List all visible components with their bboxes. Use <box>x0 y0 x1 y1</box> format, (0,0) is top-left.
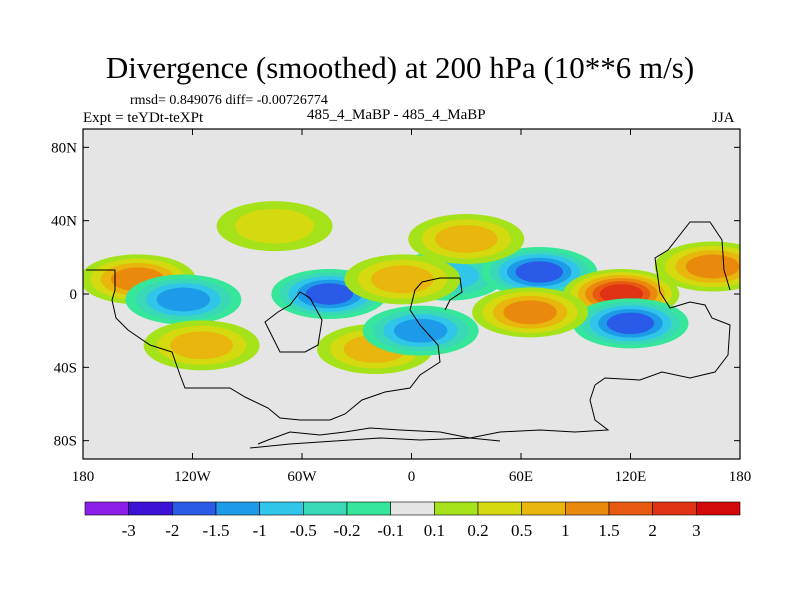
colorbar-swatch <box>652 501 697 516</box>
colorbar-label: 0.2 <box>467 521 488 540</box>
colorbar-label: -0.1 <box>377 521 404 540</box>
colorbar-swatch <box>608 501 653 516</box>
y-tick-label: 40S <box>54 360 77 376</box>
colorbar-swatch <box>172 501 217 516</box>
colorbar-swatch <box>434 501 479 516</box>
colorbar-label: 0.5 <box>511 521 532 540</box>
contour-level <box>235 208 315 244</box>
colorbar-swatch <box>215 501 260 516</box>
anomaly-cell <box>654 241 740 292</box>
colorbar-label: -1 <box>253 521 267 540</box>
chart-title: Divergence (smoothed) at 200 hPa (10**6 … <box>105 50 695 85</box>
contour-level <box>371 265 434 294</box>
contour-level <box>515 261 563 283</box>
axes: 180 120W 60W 0 60E 120E 180 80N 40N 0 40S 80S <box>51 129 751 485</box>
y-tick-label: 40N <box>51 214 77 230</box>
case-label: 485_4_MaBP - 485_4_MaBP <box>307 107 486 123</box>
colorbar-swatch <box>565 501 610 516</box>
x-tick-label: 60E <box>509 469 533 485</box>
coastline-outline <box>86 269 463 421</box>
contour-field <box>83 201 740 374</box>
anomaly-cell <box>216 201 333 252</box>
anomaly-cell <box>362 305 479 356</box>
anomaly-cell <box>408 214 525 264</box>
x-tick-label: 180 <box>729 469 752 485</box>
x-tick-label: 120W <box>174 469 212 485</box>
contour-level <box>393 318 448 343</box>
colorbar-label: -0.5 <box>290 521 317 540</box>
colorbar-swatch <box>303 501 348 516</box>
contour-level <box>606 312 655 335</box>
contour-level <box>434 225 498 253</box>
colorbar-swatch <box>259 501 304 516</box>
colorbar-swatch <box>346 501 391 516</box>
colorbar-swatch <box>696 501 741 516</box>
colorbar-label: -0.2 <box>334 521 361 540</box>
colorbar-swatch <box>521 501 566 516</box>
y-tick-label: 80N <box>51 140 77 156</box>
colorbar-swatch <box>390 501 435 516</box>
x-tick-label: 180 <box>72 469 95 485</box>
x-tick-label: 0 <box>408 469 416 485</box>
colorbar-label: -3 <box>122 521 136 540</box>
anomaly-cell <box>572 298 689 349</box>
coastline-outline <box>249 437 501 449</box>
anomaly-cell <box>143 320 260 371</box>
colorbar-label: 2 <box>648 521 657 540</box>
stats-text: rmsd= 0.849076 diff= -0.00726774 <box>130 93 328 108</box>
colorbar-swatch <box>477 501 522 516</box>
season-label: JJA <box>712 110 735 126</box>
contour-level <box>156 287 211 312</box>
colorbar-swatch <box>128 501 173 516</box>
coastline-outline <box>257 384 610 445</box>
anomaly-cell <box>344 254 461 305</box>
contour-level <box>305 283 354 305</box>
colorbar-label: 0.1 <box>424 521 445 540</box>
x-tick-label: 120E <box>615 469 647 485</box>
y-tick-label: 0 <box>70 287 78 303</box>
anomaly-cell <box>472 287 589 338</box>
colorbar-label: 1.5 <box>598 521 619 540</box>
anomaly-cell <box>125 274 242 325</box>
colorbar-swatch <box>84 501 129 516</box>
contour-level <box>503 300 557 325</box>
coastline-outline <box>594 221 731 386</box>
colorbar-label: 1 <box>561 521 570 540</box>
contour-level <box>685 254 740 279</box>
colorbar-label: -1.5 <box>203 521 230 540</box>
x-tick-label: 60W <box>287 469 317 485</box>
experiment-label: Expt = teYDt-teXPt <box>83 110 204 126</box>
colorbar-label: -2 <box>165 521 179 540</box>
coastline-outline <box>264 291 323 353</box>
colorbar-label: 3 <box>692 521 701 540</box>
contour-level <box>170 331 233 360</box>
colorbar: -3 -2 -1.5 -1 -0.5 -0.2 -0.1 0.1 0.2 0.5 1 1.5 2 3 <box>84 501 741 540</box>
y-tick-label: 80S <box>54 434 77 450</box>
